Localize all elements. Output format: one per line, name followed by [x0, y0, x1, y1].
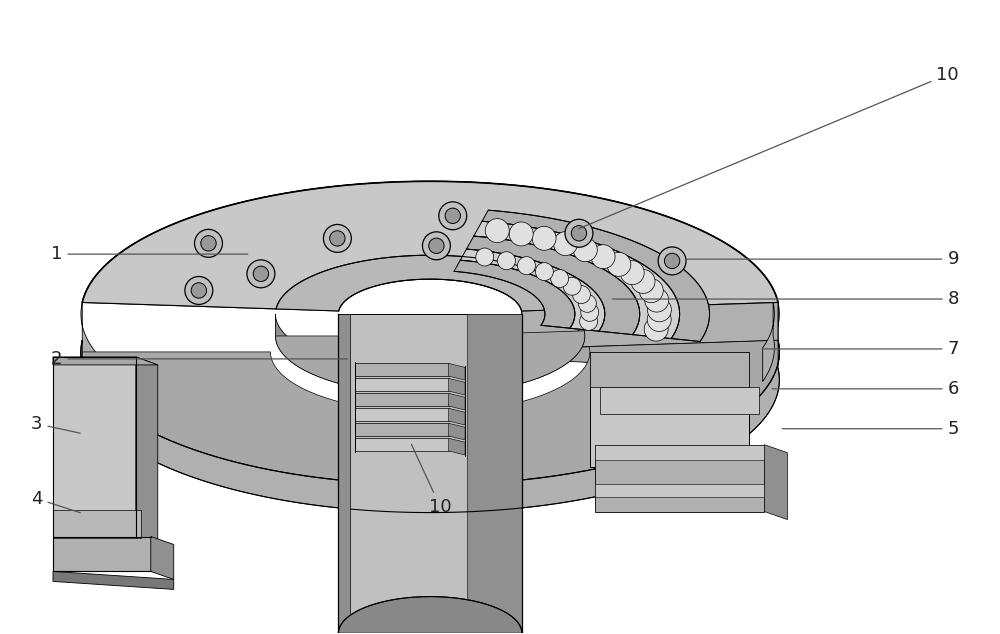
Circle shape: [573, 238, 597, 262]
Circle shape: [620, 261, 644, 285]
Polygon shape: [82, 181, 778, 311]
Circle shape: [607, 252, 631, 276]
Polygon shape: [53, 536, 151, 571]
Text: 5: 5: [782, 420, 959, 437]
Polygon shape: [590, 352, 749, 467]
Polygon shape: [276, 256, 584, 311]
Polygon shape: [521, 329, 779, 375]
Circle shape: [509, 222, 533, 246]
Text: 6: 6: [772, 380, 959, 398]
Polygon shape: [82, 181, 778, 309]
Polygon shape: [449, 378, 465, 395]
Polygon shape: [338, 597, 522, 633]
Circle shape: [201, 236, 216, 251]
Text: 10: 10: [411, 444, 451, 515]
Polygon shape: [53, 357, 136, 547]
Polygon shape: [53, 510, 141, 538]
Circle shape: [571, 226, 587, 241]
Polygon shape: [482, 210, 710, 342]
Polygon shape: [454, 260, 575, 328]
Circle shape: [185, 276, 213, 304]
Polygon shape: [81, 340, 779, 484]
Polygon shape: [355, 408, 449, 421]
Circle shape: [647, 307, 671, 332]
Circle shape: [554, 231, 578, 256]
Text: 4: 4: [31, 489, 80, 513]
Polygon shape: [151, 536, 174, 579]
Text: 1: 1: [51, 245, 248, 263]
Polygon shape: [590, 352, 749, 387]
Circle shape: [535, 262, 553, 281]
Polygon shape: [81, 340, 779, 512]
Text: 2: 2: [51, 350, 348, 368]
Polygon shape: [53, 357, 158, 365]
Polygon shape: [355, 438, 449, 451]
Circle shape: [195, 230, 222, 257]
Polygon shape: [467, 314, 522, 633]
Text: 8: 8: [613, 290, 959, 308]
Circle shape: [658, 247, 686, 275]
Polygon shape: [449, 363, 465, 380]
Circle shape: [644, 317, 668, 341]
Circle shape: [631, 269, 655, 294]
Polygon shape: [449, 408, 465, 425]
Circle shape: [565, 219, 593, 247]
Circle shape: [445, 208, 460, 223]
Circle shape: [517, 257, 535, 275]
Circle shape: [639, 279, 663, 302]
Polygon shape: [355, 378, 449, 391]
Circle shape: [647, 298, 671, 322]
Circle shape: [572, 285, 590, 304]
Circle shape: [485, 219, 509, 243]
Polygon shape: [522, 302, 778, 349]
Circle shape: [330, 231, 345, 246]
Polygon shape: [136, 357, 158, 555]
Circle shape: [247, 260, 275, 288]
Circle shape: [422, 232, 450, 260]
Polygon shape: [355, 393, 449, 406]
Circle shape: [563, 277, 581, 295]
Circle shape: [581, 304, 599, 321]
Polygon shape: [466, 236, 640, 335]
Circle shape: [645, 288, 669, 312]
Polygon shape: [764, 444, 787, 519]
Polygon shape: [595, 444, 764, 460]
Circle shape: [191, 283, 207, 298]
Polygon shape: [338, 314, 350, 633]
Circle shape: [323, 224, 351, 252]
Polygon shape: [449, 438, 465, 455]
Polygon shape: [474, 221, 680, 339]
Circle shape: [429, 238, 444, 254]
Circle shape: [439, 202, 467, 230]
Polygon shape: [338, 311, 522, 371]
Polygon shape: [595, 484, 764, 496]
Polygon shape: [449, 424, 465, 440]
Circle shape: [591, 245, 615, 269]
Circle shape: [532, 226, 556, 250]
Polygon shape: [81, 302, 779, 484]
Circle shape: [551, 269, 569, 287]
Circle shape: [253, 266, 269, 281]
Circle shape: [664, 253, 680, 269]
Circle shape: [476, 248, 494, 266]
Polygon shape: [355, 363, 449, 376]
Polygon shape: [449, 393, 465, 410]
Polygon shape: [600, 387, 759, 414]
Text: 7: 7: [762, 340, 959, 358]
Polygon shape: [595, 444, 764, 512]
Polygon shape: [460, 249, 605, 331]
Text: 10: 10: [579, 65, 959, 229]
Polygon shape: [275, 309, 585, 395]
Polygon shape: [275, 331, 585, 395]
Polygon shape: [763, 302, 774, 382]
Polygon shape: [53, 571, 174, 590]
Polygon shape: [355, 424, 449, 436]
Circle shape: [578, 294, 596, 313]
Text: 9: 9: [687, 250, 959, 268]
Text: 3: 3: [31, 415, 80, 433]
Polygon shape: [338, 314, 522, 633]
Circle shape: [580, 313, 598, 330]
Circle shape: [497, 252, 515, 269]
